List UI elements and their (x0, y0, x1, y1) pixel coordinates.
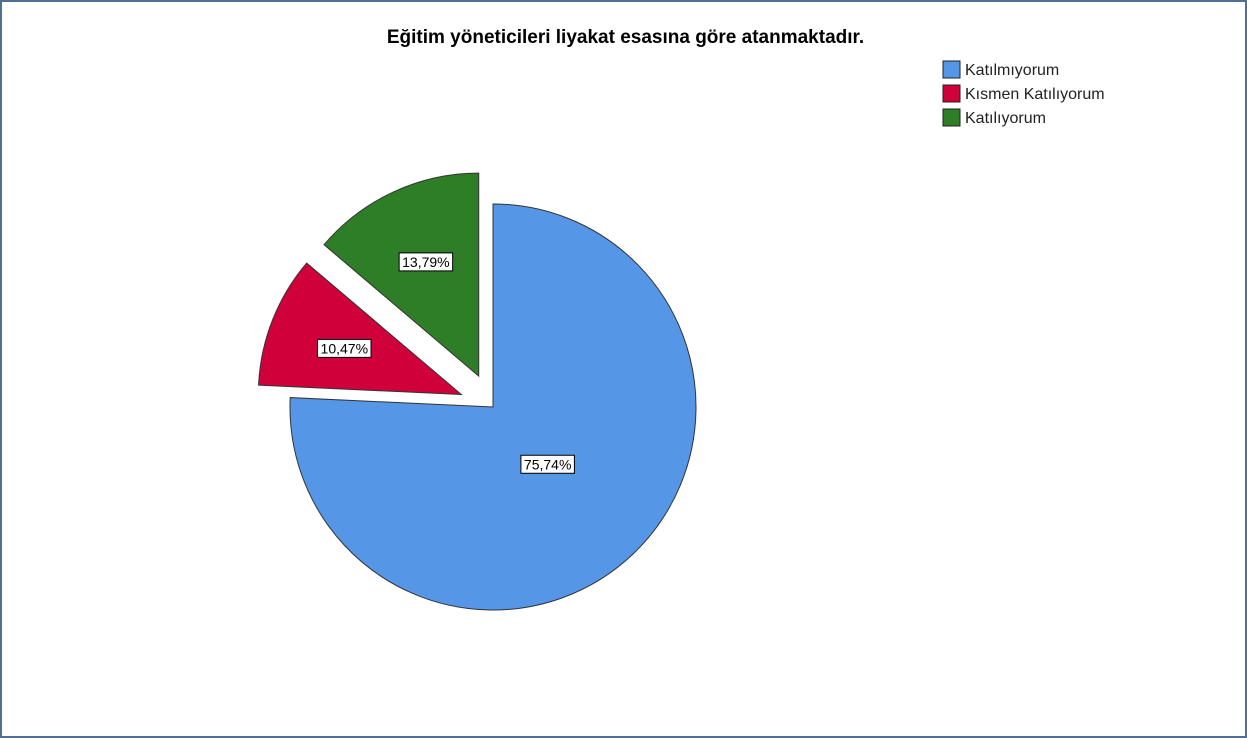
svg-text:13,79%: 13,79% (402, 254, 449, 270)
data-label-katiliyorum: 13,79% (398, 252, 454, 272)
pie-slice-kismen-katiliyorum (258, 262, 463, 396)
legend-label: Kısmen Katılıyorum (965, 86, 1105, 103)
legend-item-katiliyorum: Katılıyorum (942, 108, 1046, 127)
data-label-katilmiyorum: 75,74% (520, 454, 575, 474)
chart-title: Eğitim yöneticileri liyakat esasına göre… (386, 27, 865, 48)
legend-swatch (942, 60, 961, 79)
legend-label: Katılmıyorum (965, 62, 1059, 79)
pie-slices (258, 172, 697, 611)
legend-item-kismen-katiliyorum: Kısmen Katılıyorum (942, 84, 1105, 103)
svg-text:10,47%: 10,47% (321, 340, 368, 356)
pie-slice-katilmiyorum (289, 203, 697, 611)
legend-item-katilmiyorum: Katılmıyorum (942, 60, 1059, 79)
legend-swatch (942, 108, 961, 127)
legend-label: Katılıyorum (965, 110, 1046, 127)
legend-swatch (942, 84, 961, 103)
pie-data-labels: 75,74% 10,47% 13,79% (317, 252, 575, 474)
pie-slice-katiliyorum (323, 172, 480, 378)
legend: Katılmıyorum Kısmen Katılıyorum Katılıyoru… (942, 60, 1105, 127)
data-label-kismen-katiliyorum: 10,47% (317, 338, 372, 358)
svg-text:75,74%: 75,74% (524, 456, 571, 472)
